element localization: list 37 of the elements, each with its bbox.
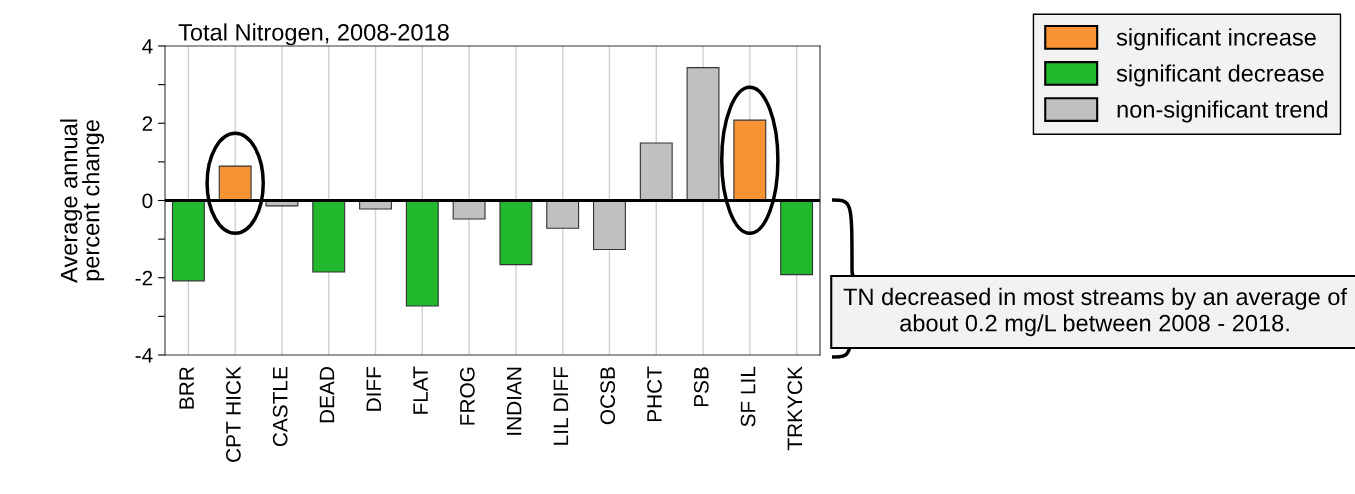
x-tick-label: DEAD xyxy=(319,367,335,423)
chart-title: Total Nitrogen, 2008-2018 xyxy=(178,23,449,46)
y-tick-label: 0 xyxy=(142,193,153,209)
x-tick-label: LIL DIFF xyxy=(553,366,569,445)
bar xyxy=(780,199,814,276)
bar xyxy=(686,67,720,202)
bar xyxy=(593,199,626,251)
bar xyxy=(171,199,205,282)
x-tick-label: OCSB xyxy=(600,367,616,425)
x-tick-label: DIFF xyxy=(366,366,381,411)
x-tick-label: BRR xyxy=(179,367,194,409)
bar xyxy=(733,119,767,202)
y-tick-label: 4 xyxy=(142,39,153,54)
x-tick-label: PHCT xyxy=(647,366,662,422)
legend-label: non-significant trend xyxy=(1117,100,1328,123)
legend-label: significant increase xyxy=(1116,28,1316,51)
x-tick-label: FLAT xyxy=(413,366,428,414)
x-tick-label: INDIAN xyxy=(506,367,522,435)
bar xyxy=(639,142,673,202)
bar xyxy=(218,165,252,202)
x-tick-label: SF LIL xyxy=(740,366,756,427)
x-tick-label: FROG xyxy=(459,367,475,425)
x-tick-label: CPT HICK xyxy=(226,366,241,462)
y-tick-label: 2 xyxy=(142,116,153,131)
x-tick-label: CASTLE xyxy=(272,367,288,447)
bar xyxy=(452,199,486,220)
y-axis-title: Average annual percent change xyxy=(60,119,105,283)
y-tick-label: -2 xyxy=(135,270,153,286)
y-tick-label: -4 xyxy=(135,348,153,363)
bar xyxy=(312,199,346,273)
x-tick-label: PSB xyxy=(693,367,709,407)
bar xyxy=(499,199,533,266)
x-tick-label: TRKYCK xyxy=(787,366,803,451)
bar xyxy=(546,199,580,229)
bar xyxy=(405,199,439,307)
legend-label: significant decrease xyxy=(1116,64,1324,87)
text: TN decreased in most streams by an average of about 0.2 mg/L between 2008 - 2018. xyxy=(843,287,1348,337)
